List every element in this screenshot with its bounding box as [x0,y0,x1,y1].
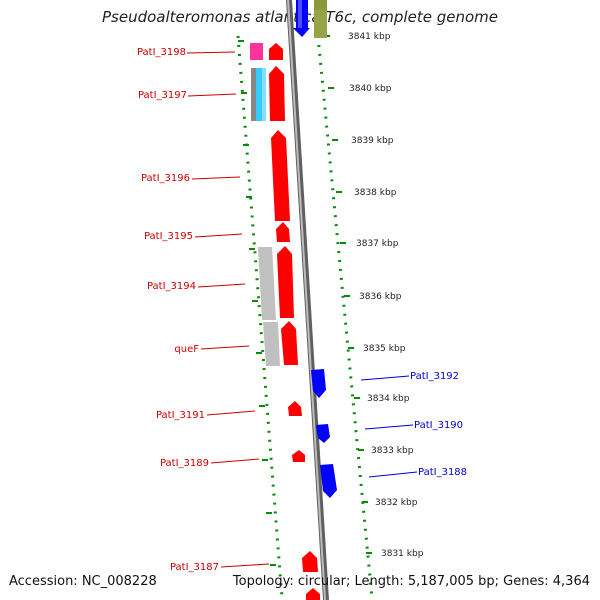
gene-PatI_3188 [320,464,337,498]
gene-label-PatI_3195[interactable]: PatI_3195 [144,231,193,242]
backbone [286,0,329,600]
gene-PatI_3194 [277,246,294,318]
gene-label-PatI_3192[interactable]: PatI_3192 [410,371,459,382]
gene-queF [281,321,298,365]
gene-label-PatI_3189[interactable]: PatI_3189 [160,458,209,469]
kbp-label: 3839 kbp [351,136,394,146]
gene-label-queF[interactable]: queF [174,344,199,355]
right-leaders [360,375,418,478]
kbp-label: 3841 kbp [348,32,391,42]
gene-label-PatI_3187[interactable]: PatI_3187 [170,562,219,573]
left-ticks [238,40,276,566]
gene-label-PatI_3198[interactable]: PatI_3198 [137,47,186,58]
reverse-genes [311,369,337,498]
left-leaders [186,51,270,568]
kbp-label: 3835 kbp [363,344,406,354]
gene-PatI_3198 [269,43,283,60]
guide-lines [236,35,374,599]
kbp-label: 3838 kbp [354,188,397,198]
gene-label-PatI_3191[interactable]: PatI_3191 [156,410,205,421]
kbp-label: 3832 kbp [375,498,418,508]
topology-text: Topology: circular; Length: 5,187,005 bp… [232,574,590,589]
gene-PatI_3196 [271,130,290,221]
gene-label-PatI_3190[interactable]: PatI_3190 [414,420,463,431]
kbp-label: 3833 kbp [371,446,414,456]
gene-PatI_3190 [316,424,330,443]
right-ticks [324,35,372,554]
forward-genes [269,43,320,600]
kbp-label: 3834 kbp [367,394,410,404]
gene-bottom-partial [306,588,320,600]
gene-label-PatI_3188[interactable]: PatI_3188 [418,467,467,478]
accession-text: Accession: NC_008228 [9,574,157,589]
gene-PatI_3192 [311,369,326,398]
kbp-label: 3836 kbp [359,292,402,302]
gene-label-PatI_3194[interactable]: PatI_3194 [147,281,196,292]
gene-PatI_3195 [276,222,290,242]
gene-PatI_3197 [269,66,285,121]
kbp-label: 3840 kbp [349,84,392,94]
gene-PatI_3191 [288,401,302,416]
gene-PatI_3189 [292,450,305,462]
top-partial-genes [293,0,327,38]
gene-PatI_3187 [302,551,318,572]
other-genes [250,43,280,366]
gene-label-PatI_3197[interactable]: PatI_3197 [138,90,187,101]
kbp-label: 3831 kbp [381,549,424,559]
gene-label-PatI_3196[interactable]: PatI_3196 [141,173,190,184]
kbp-label: 3837 kbp [356,239,399,249]
